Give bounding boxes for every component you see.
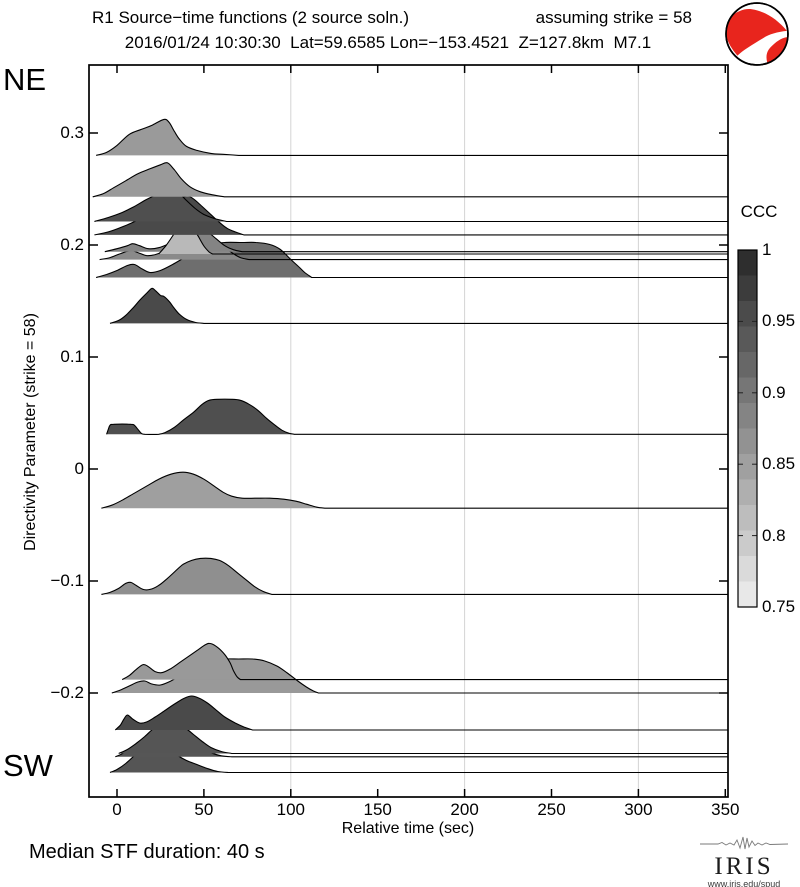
iris-logo-text: IRIS <box>714 853 774 880</box>
colorbar-tick-label: 0.95 <box>762 311 796 331</box>
orientation-label-ne: NE <box>3 62 47 97</box>
x-tick-label: 200 <box>450 800 479 819</box>
beachball-red-lobe <box>726 9 787 56</box>
y-tick-label: 0.1 <box>60 347 84 366</box>
colorbar-tick-label: 0.9 <box>762 382 786 402</box>
figure-title-row: R1 Source−time functions (2 source soln.… <box>92 8 692 28</box>
seismogram-squiggle-icon <box>700 836 789 850</box>
iris-logo-url: www.iris.edu/spud <box>707 879 781 887</box>
orientation-label-sw: SW <box>3 748 53 783</box>
x-tick-label: 0 <box>112 800 122 819</box>
colorbar-title: CCC <box>740 202 778 221</box>
beachball-rim <box>725 2 789 66</box>
colorbar-tick-label: 0.8 <box>762 525 786 545</box>
y-tick-label: −0.2 <box>50 683 84 702</box>
x-tick-label: 350 <box>711 800 740 819</box>
x-tick-label: 250 <box>537 800 566 819</box>
y-tick-label: 0.2 <box>60 235 84 254</box>
assumed-strike-label: assuming strike = 58 <box>535 8 692 27</box>
y-tick-label: −0.1 <box>50 571 84 590</box>
colorbar-tick-label: 0.85 <box>762 454 796 474</box>
iris-logo: IRIS www.iris.edu/spud <box>692 836 796 887</box>
x-tick-label: 50 <box>194 800 214 819</box>
y-tick-label: 0.3 <box>60 123 84 142</box>
colorbar-tick-label: 1 <box>762 240 772 259</box>
colorbar-tick-label: 0.75 <box>762 597 796 616</box>
x-axis-label: Relative time (sec) <box>341 820 475 837</box>
beachball-red-patch <box>766 37 787 63</box>
x-tick-label: 100 <box>276 800 305 819</box>
x-tick-label: 300 <box>624 800 653 819</box>
y-tick-label: 0 <box>74 459 84 478</box>
median-duration-text: Median STF duration: 40 s <box>29 841 265 863</box>
figure-title: R1 Source−time functions (2 source soln.… <box>92 8 410 27</box>
event-subtitle: 2016/01/24 10:30:30 Lat=59.6585 Lon=−153… <box>124 33 652 52</box>
x-tick-label: 150 <box>363 800 392 819</box>
focal-mechanism-beachball <box>725 2 789 66</box>
